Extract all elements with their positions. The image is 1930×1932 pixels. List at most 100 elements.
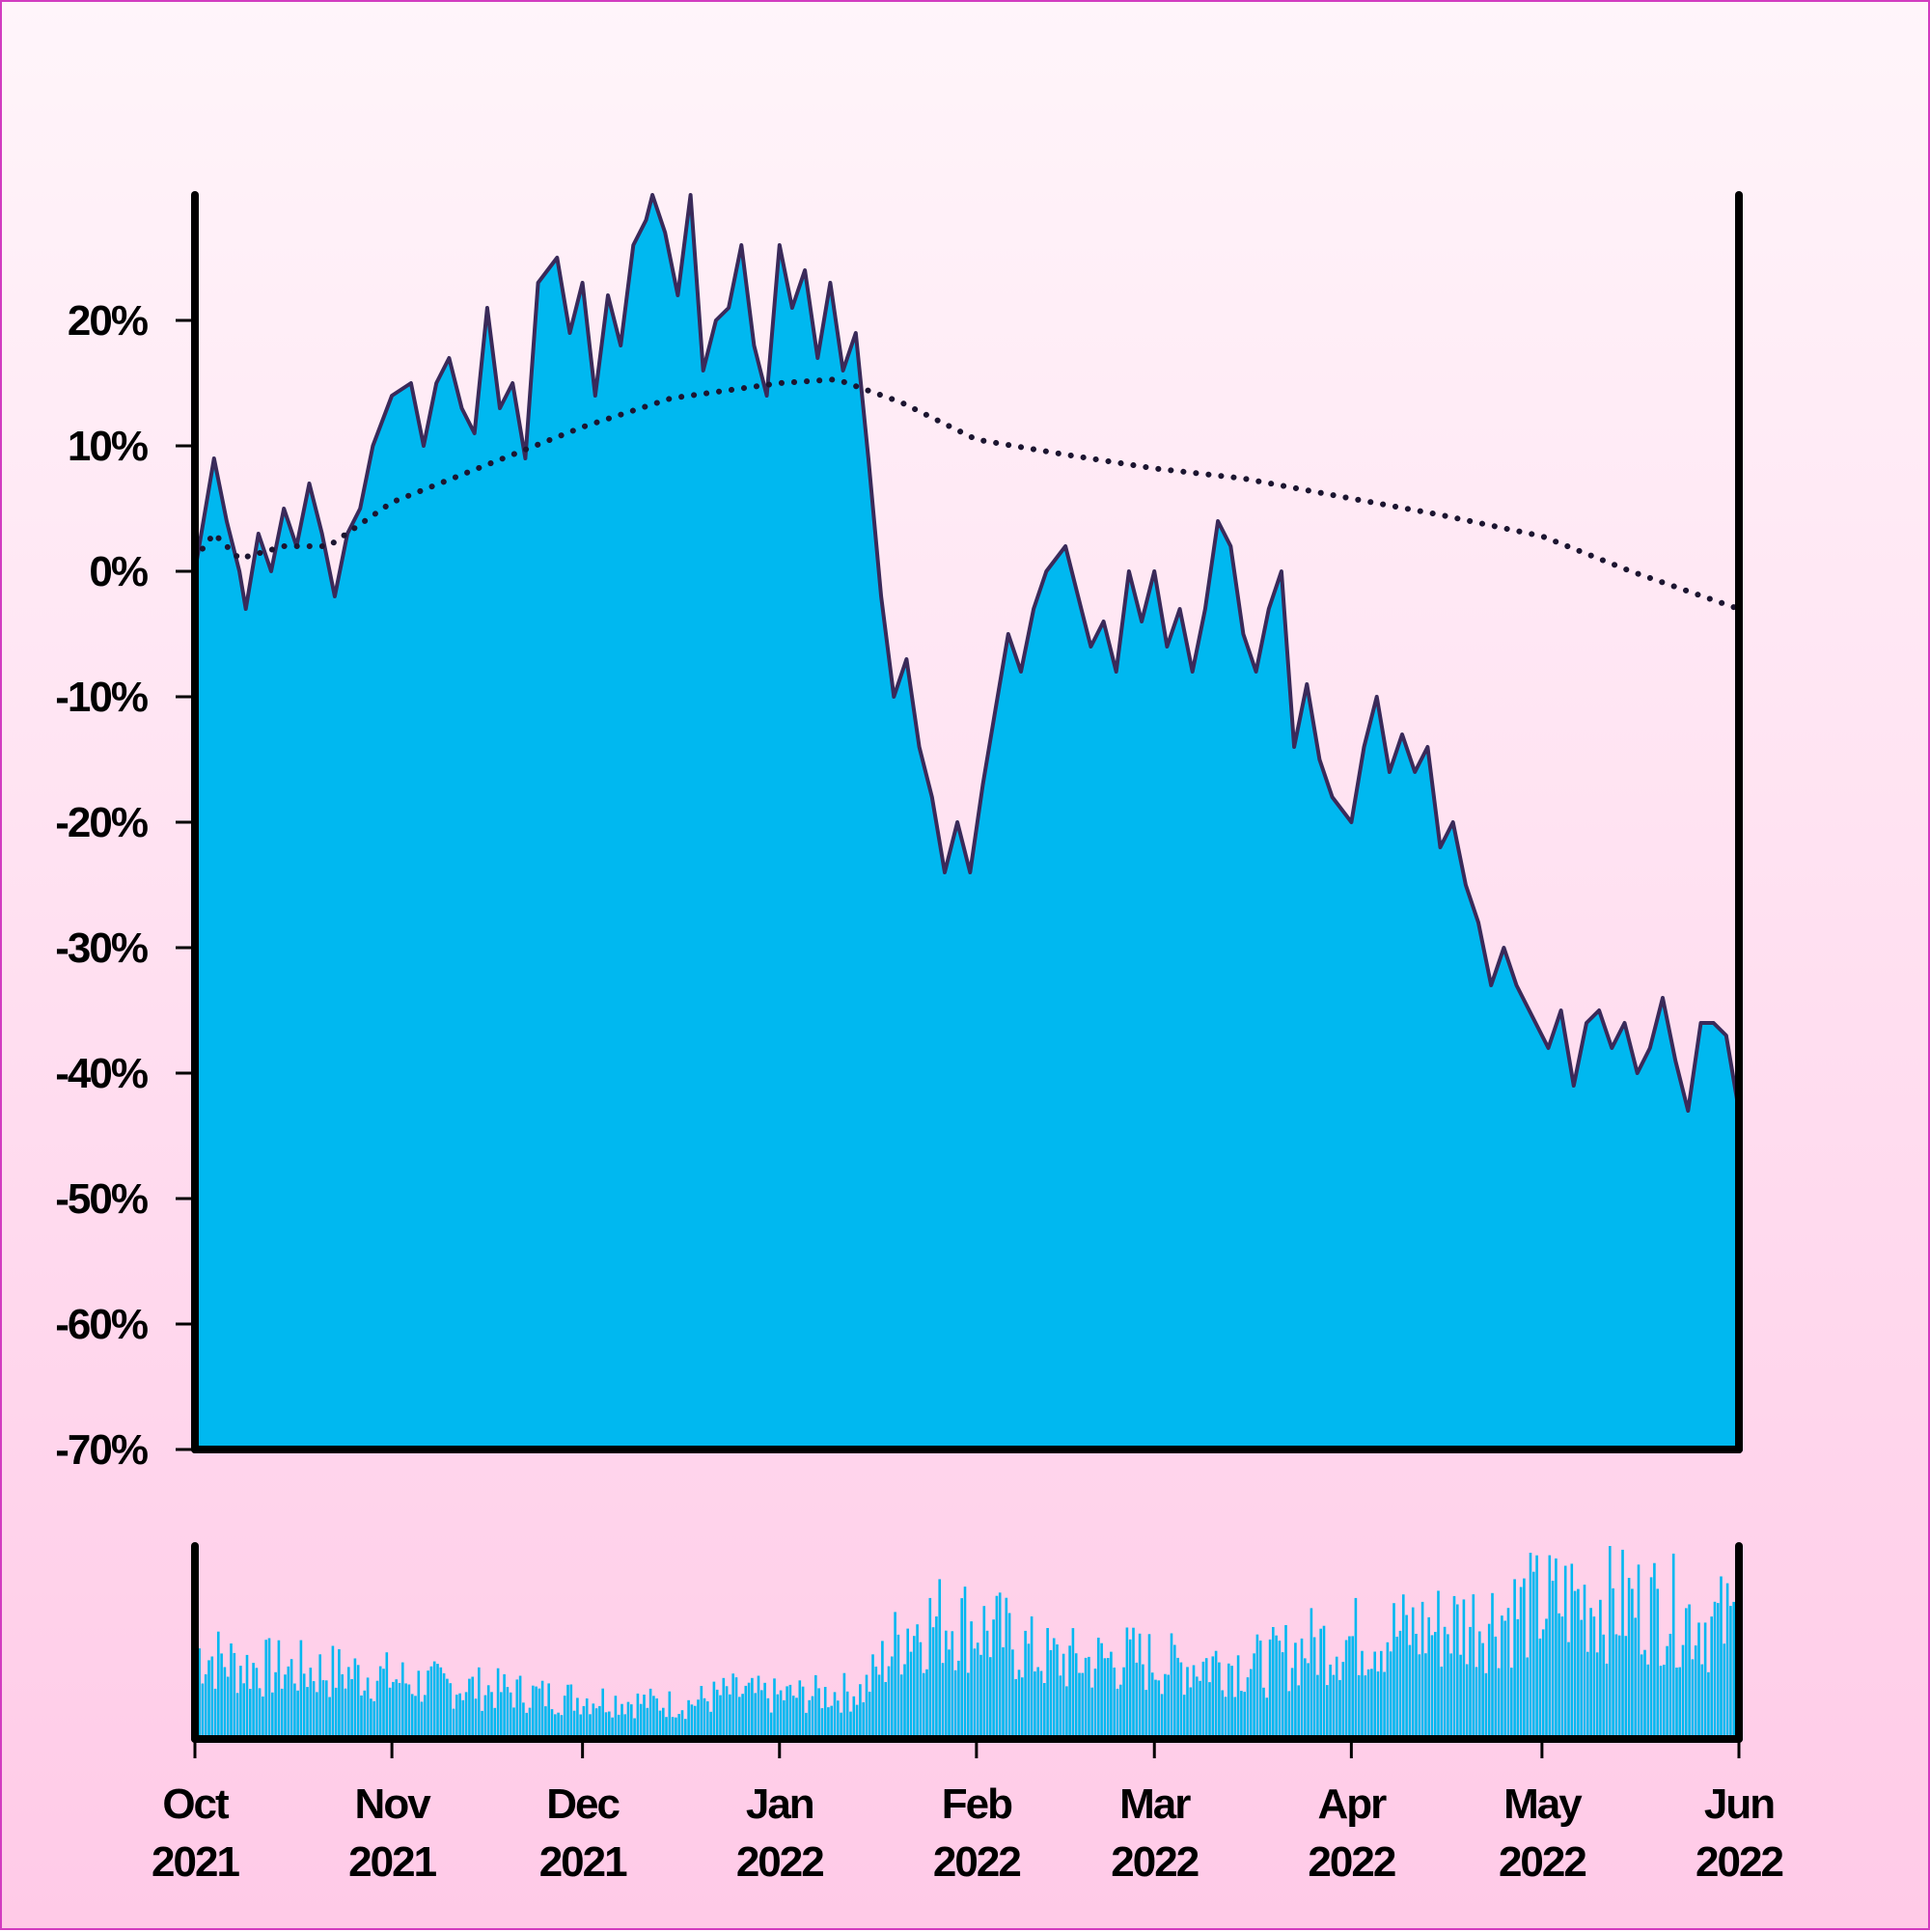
volume-bar	[1326, 1685, 1329, 1739]
volume-bar	[239, 1666, 242, 1739]
volume-bar	[1408, 1644, 1412, 1739]
volume-bar	[715, 1689, 719, 1739]
volume-bar	[1703, 1622, 1707, 1739]
volume-bar	[1338, 1679, 1341, 1739]
volume-bar	[1322, 1625, 1326, 1739]
volume-bar	[233, 1652, 236, 1739]
volume-bar	[763, 1682, 766, 1739]
volume-bar	[404, 1683, 407, 1739]
x-tick-label-year: 2022	[933, 1838, 1020, 1886]
volume-bar	[1681, 1644, 1685, 1739]
volume-bar	[1319, 1628, 1322, 1739]
volume-bar	[779, 1690, 783, 1739]
volume-bar	[951, 1631, 954, 1739]
volume-bar	[1357, 1674, 1361, 1739]
volume-bar	[1637, 1564, 1640, 1739]
volume-bar	[903, 1664, 906, 1739]
volume-bar	[1580, 1619, 1583, 1739]
volume-bar	[1640, 1654, 1643, 1739]
volume-bar	[1132, 1627, 1135, 1739]
volume-bar	[665, 1717, 668, 1739]
volume-bar	[1142, 1664, 1144, 1739]
volume-bar	[945, 1630, 948, 1739]
volume-bar	[262, 1697, 264, 1739]
volume-bar	[1227, 1663, 1230, 1739]
volume-bar	[899, 1674, 903, 1739]
volume-bar	[515, 1679, 519, 1739]
volume-bar	[1567, 1642, 1570, 1739]
volume-bar	[1595, 1652, 1599, 1739]
x-tick-label-year: 2021	[152, 1838, 239, 1886]
volume-bar	[1287, 1691, 1291, 1739]
volume-bar	[353, 1658, 357, 1739]
volume-bar	[198, 1648, 201, 1739]
volume-bar	[1078, 1672, 1081, 1739]
volume-bar	[316, 1692, 318, 1739]
volume-bar	[995, 1595, 999, 1739]
volume-bar	[1196, 1676, 1199, 1739]
volume-bar	[1144, 1690, 1147, 1739]
x-tick-label-year: 2022	[1111, 1838, 1198, 1886]
volume-bar	[662, 1707, 665, 1739]
volume-bar	[271, 1692, 274, 1739]
volume-bar	[884, 1682, 887, 1739]
volume-bar	[1135, 1662, 1139, 1739]
price-line	[195, 193, 1739, 1113]
volume-bar	[1516, 1618, 1520, 1739]
volume-bar	[1204, 1658, 1208, 1739]
volume-bar	[1084, 1657, 1088, 1739]
volume-bar	[1179, 1662, 1183, 1739]
volume-bar	[973, 1648, 977, 1739]
volume-bar	[620, 1703, 623, 1739]
volume-bar	[1577, 1588, 1580, 1739]
volume-bar	[226, 1676, 230, 1739]
volume-bar	[668, 1691, 672, 1739]
volume-bar	[350, 1679, 353, 1739]
volume-bar	[1535, 1555, 1538, 1739]
volume-bar	[1570, 1563, 1574, 1739]
volume-bar	[325, 1680, 328, 1739]
volume-bar	[1366, 1669, 1370, 1739]
volume-bar	[1443, 1626, 1447, 1739]
volume-bar	[1437, 1590, 1440, 1739]
volume-bar	[347, 1667, 350, 1739]
volume-bar	[471, 1676, 474, 1739]
volume-bar	[1341, 1662, 1345, 1739]
volume-bar	[1284, 1625, 1287, 1739]
volume-bar	[1609, 1546, 1612, 1739]
volume-bar	[366, 1677, 370, 1739]
volume-bar	[855, 1704, 859, 1739]
volume-bar	[1268, 1639, 1272, 1739]
volume-bar	[1617, 1635, 1621, 1739]
moving-average-line	[195, 376, 1739, 612]
volume-bar	[697, 1699, 700, 1739]
volume-bar	[486, 1685, 490, 1739]
volume-bar	[842, 1672, 846, 1739]
volume-bar	[420, 1701, 424, 1739]
volume-bar	[1176, 1657, 1179, 1739]
volume-bar	[1316, 1674, 1319, 1739]
volume-bar	[1478, 1631, 1481, 1739]
volume-bar	[881, 1641, 884, 1739]
volume-bar	[1720, 1576, 1723, 1739]
volume-bar	[1182, 1695, 1186, 1739]
x-axis: Oct 2021 Nov 2021 Dec 2021 Jan 2022 Feb 2022 Mar 20…	[152, 1739, 1784, 1886]
volume-bar	[414, 1696, 417, 1739]
volume-bar	[1621, 1549, 1624, 1739]
volume-bar	[1671, 1553, 1675, 1739]
volume-bar	[1011, 1649, 1014, 1739]
volume-bar	[344, 1688, 347, 1739]
volume-bar	[547, 1683, 550, 1739]
y-tick-label: -50%	[55, 1175, 148, 1223]
volume-bar	[245, 1654, 249, 1739]
x-tick-label-month: May	[1503, 1780, 1583, 1828]
volume-bar	[731, 1673, 734, 1739]
volume-bar	[928, 1597, 932, 1739]
volume-bar	[1186, 1667, 1189, 1739]
volume-bar	[1275, 1635, 1278, 1739]
volume-bar	[249, 1689, 252, 1739]
volume-bar	[468, 1678, 471, 1739]
volume-bar	[1700, 1664, 1704, 1739]
volume-bar	[909, 1651, 913, 1739]
volume-bar	[1513, 1579, 1516, 1739]
